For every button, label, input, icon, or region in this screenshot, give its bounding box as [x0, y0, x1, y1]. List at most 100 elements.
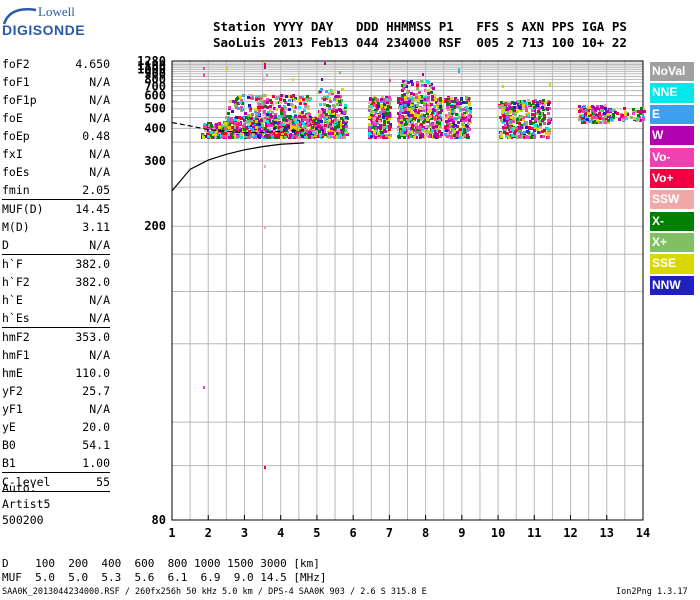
echo-point [528, 126, 531, 129]
param-name: M(D) [2, 220, 30, 234]
echo-point [336, 98, 339, 101]
echo-point [324, 119, 327, 122]
echo-point [516, 118, 519, 121]
echo-point [284, 124, 287, 127]
param-value: N/A [89, 165, 110, 179]
echo-point [260, 126, 263, 129]
echo-point [638, 116, 641, 119]
echo-point [341, 111, 344, 114]
echo-point [289, 129, 292, 132]
echo-point [607, 119, 610, 122]
echo-point [545, 132, 548, 135]
header-labels-row: Station YYYY DAY DDD HHMMSS P1 FFS S AXN… [213, 19, 627, 34]
echo-point [605, 117, 608, 120]
echo-point [264, 127, 267, 130]
echo-point [234, 100, 237, 103]
param-row: h`E N/A [2, 291, 110, 309]
echo-point [277, 122, 280, 125]
echo-point [274, 136, 277, 139]
echo-point [508, 116, 511, 119]
echo-point [422, 109, 425, 112]
echo-point [242, 125, 245, 128]
echo-point [258, 117, 261, 120]
echo-point [469, 121, 472, 124]
echo-point [388, 125, 391, 128]
echo-point [413, 93, 416, 96]
echo-point [444, 126, 447, 129]
echo-point [604, 104, 607, 107]
echo-point [306, 130, 309, 133]
echo-point [507, 111, 510, 114]
echo-point [258, 136, 261, 139]
echo-point [589, 106, 592, 109]
echo-point [438, 119, 441, 122]
echo-point [413, 124, 416, 127]
echo-point [381, 131, 384, 134]
legend-item: Vo- [650, 147, 694, 167]
echo-point [344, 104, 347, 107]
echo-point [469, 107, 472, 110]
echo-point [397, 126, 400, 129]
echo-point [430, 91, 433, 94]
echo-point [241, 102, 244, 105]
echo-point [299, 112, 302, 115]
echo-point [633, 117, 636, 120]
footer-version: Ion2Png 1.3.17 [616, 587, 688, 597]
echo-point [525, 126, 528, 129]
echo-point [298, 128, 301, 131]
echo-point [264, 135, 267, 138]
echo-point [583, 121, 586, 124]
echo-point [305, 132, 308, 135]
echo-point [403, 136, 406, 139]
param-row: yF1 N/A [2, 400, 110, 418]
echo-point [249, 107, 252, 110]
echo-point [434, 98, 437, 101]
echo-point [607, 121, 610, 124]
echo-point [625, 117, 628, 120]
echo-point [465, 106, 468, 109]
echo-point [340, 122, 343, 125]
echo-point [221, 131, 224, 134]
echo-point [257, 102, 260, 105]
echo-point [541, 106, 544, 109]
echo-point [292, 118, 295, 121]
echo-point [604, 115, 607, 118]
echo-point [467, 122, 470, 125]
plot-frame [171, 60, 644, 521]
echo-point [237, 102, 240, 105]
echo-point [386, 108, 389, 111]
echo-point [258, 95, 261, 98]
echo-point [202, 136, 205, 139]
echo-point [378, 120, 381, 123]
echo-point [424, 117, 427, 120]
echo-point [372, 102, 375, 105]
echo-point [273, 129, 276, 132]
echo-point [297, 126, 300, 129]
echo-point [580, 117, 583, 120]
echo-point [290, 126, 293, 129]
echo-point [308, 99, 311, 102]
echo-point [339, 95, 342, 98]
echo-point [372, 134, 375, 137]
echo-point [239, 101, 242, 104]
echo-point [333, 128, 336, 131]
echo-point [278, 129, 281, 132]
echo-point [283, 111, 286, 114]
param-name: hmF2 [2, 330, 30, 344]
echo-point [255, 115, 258, 118]
param-value: N/A [89, 93, 110, 107]
echo-point [382, 113, 385, 116]
echo-point [325, 113, 328, 116]
echo-point [439, 103, 442, 106]
echo-point [517, 100, 520, 103]
echo-point [321, 132, 324, 135]
echo-point [235, 106, 238, 109]
echo-point [334, 96, 337, 99]
echo-point [503, 126, 506, 129]
echo-point [269, 109, 272, 112]
echo-point [277, 117, 280, 120]
echo-point [240, 117, 243, 120]
echo-point [543, 115, 546, 118]
echo-point [530, 136, 533, 139]
x-tick-label: 4 [277, 526, 284, 540]
